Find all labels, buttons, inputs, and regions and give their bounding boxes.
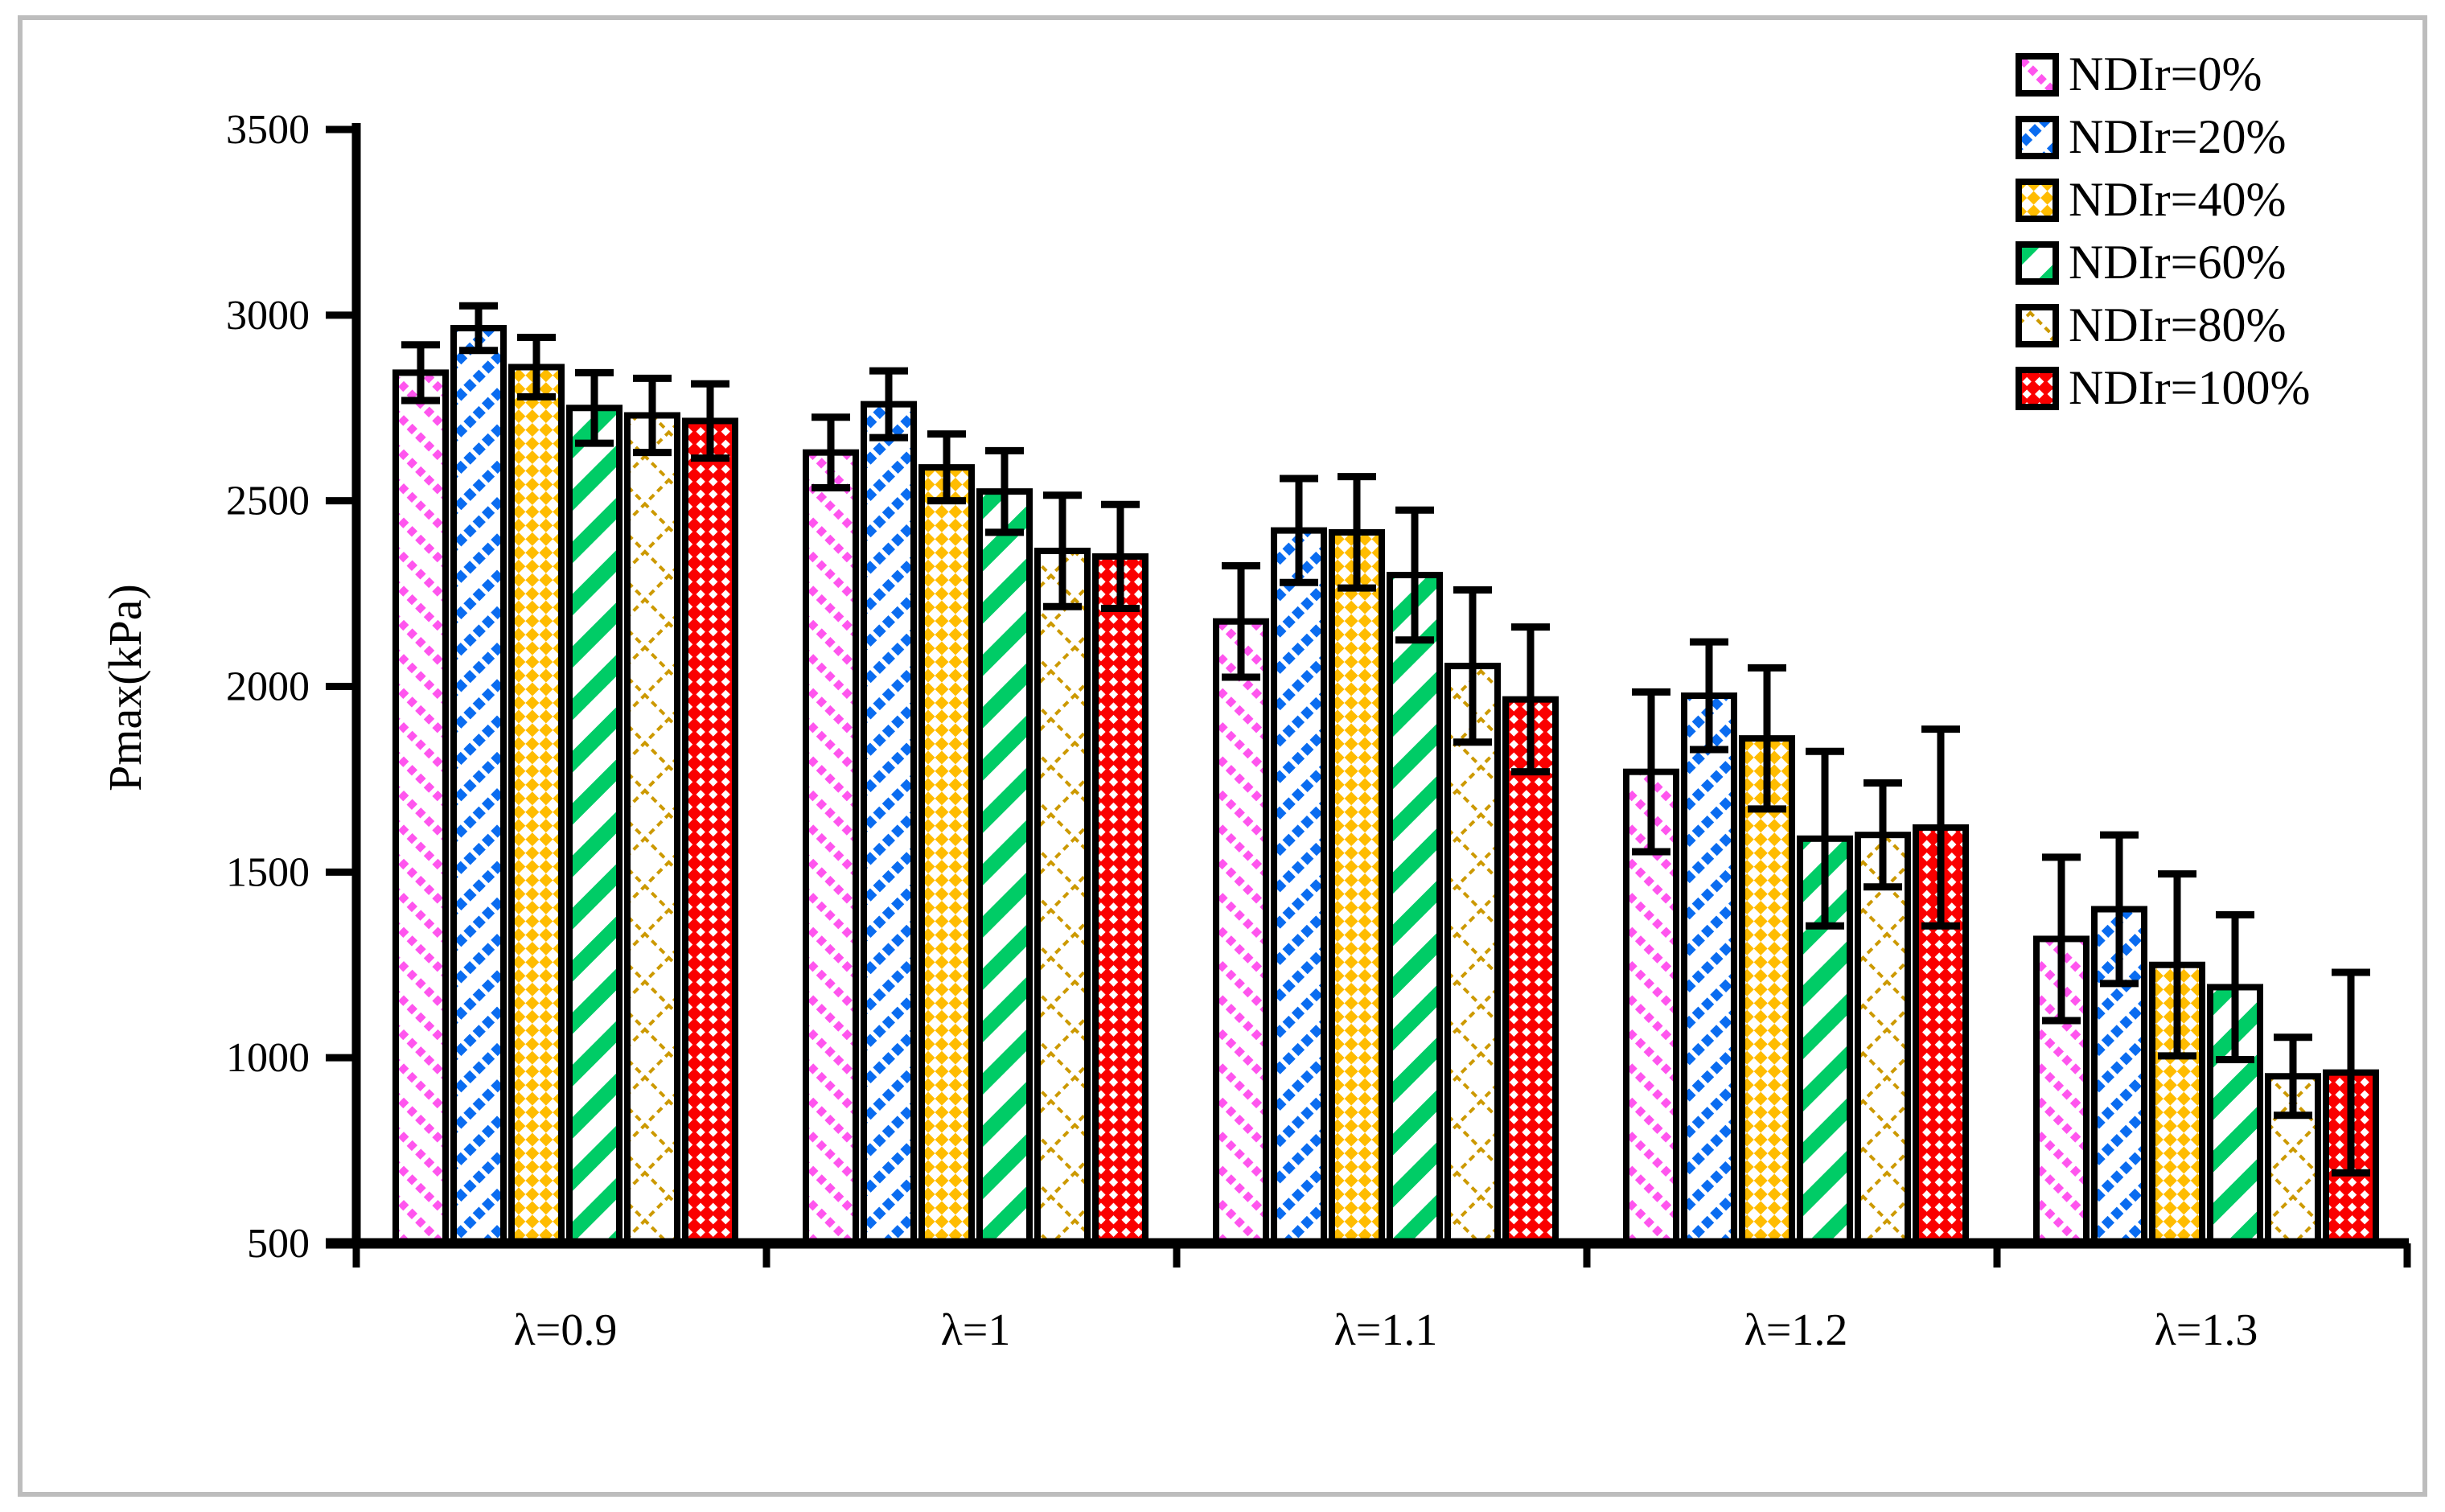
legend-label: NDIr=100% [2069, 361, 2310, 414]
legend-item-NDIr=0%: NDIr=0% [2016, 47, 2262, 101]
error-bar-NDIr=20%-λ=1 [869, 367, 908, 442]
error-bar-NDIr=80%-λ=1.3 [2274, 1033, 2312, 1120]
error-bar-NDIr=80%-λ=1.2 [1864, 779, 1902, 891]
legend-swatch-icon [2016, 304, 2059, 347]
x-category-label: λ=1.2 [1744, 1305, 1848, 1355]
y-tick-label: 1500 [226, 849, 310, 895]
legend-label: NDIr=20% [2069, 110, 2286, 163]
bar-NDIr=80%-λ=0.9 [624, 412, 680, 1247]
error-bar-NDIr=20%-λ=1.3 [2100, 831, 2139, 988]
legend-item-NDIr=60%: NDIr=60% [2016, 236, 2286, 289]
y-tick-label: 2500 [226, 479, 310, 524]
error-bar-NDIr=60%-λ=0.9 [575, 368, 614, 447]
legend-label: NDIr=0% [2069, 47, 2262, 101]
x-category-label: λ=1.3 [2155, 1305, 2258, 1355]
bar-NDIr=60%-λ=1.1 [1387, 572, 1443, 1247]
bar-NDIr=20%-λ=1 [861, 401, 917, 1247]
error-bar-NDIr=100%-λ=1.1 [1511, 623, 1550, 776]
error-bar-NDIr=0%-λ=1.1 [1222, 561, 1260, 681]
legend-item-NDIr=100%: NDIr=100% [2016, 361, 2310, 414]
bar-NDIr=40%-λ=1 [918, 464, 975, 1247]
bar-NDIr=100%-λ=0.9 [682, 417, 738, 1247]
bar-NDIr=20%-λ=1.2 [1681, 692, 1737, 1247]
error-bar-NDIr=40%-λ=0.9 [517, 334, 556, 401]
error-bar-NDIr=0%-λ=0.9 [401, 341, 440, 405]
error-bar-NDIr=100%-λ=1 [1101, 500, 1140, 613]
legend: NDIr=0% NDIr=20% NDIr=40% NDIr=60% NDIr=80% N… [2016, 47, 2310, 414]
error-bar-NDIr=40%-λ=1.3 [2158, 870, 2196, 1060]
x-category-label: λ=1.1 [1334, 1305, 1438, 1355]
error-bar-NDIr=60%-λ=1.3 [2216, 910, 2254, 1063]
legend-label: NDIr=40% [2069, 173, 2286, 226]
bar-NDIr=40%-λ=1.2 [1739, 735, 1795, 1247]
error-bar-NDIr=40%-λ=1.1 [1338, 473, 1376, 592]
bar-NDIr=0%-λ=0.9 [392, 369, 449, 1247]
bar-NDIr=100%-λ=1.1 [1502, 696, 1559, 1247]
error-bar-NDIr=80%-λ=0.9 [633, 374, 672, 457]
error-bar-NDIr=60%-λ=1 [985, 446, 1024, 536]
legend-item-NDIr=20%: NDIr=20% [2016, 110, 2286, 163]
legend-item-NDIr=80%: NDIr=80% [2016, 298, 2286, 351]
error-bar-NDIr=60%-λ=1.1 [1395, 506, 1434, 644]
legend-swatch-icon [2016, 116, 2059, 159]
y-tick-label: 500 [247, 1221, 310, 1267]
bar-NDIr=60%-λ=0.9 [566, 405, 623, 1247]
y-tick-label: 3000 [226, 293, 310, 339]
error-bar-NDIr=40%-λ=1.2 [1748, 664, 1786, 813]
bar-NDIr=100%-λ=1 [1092, 553, 1149, 1247]
bars-layer [392, 324, 2379, 1247]
bar-NDIr=20%-λ=0.9 [450, 324, 507, 1247]
legend-item-NDIr=40%: NDIr=40% [2016, 173, 2286, 226]
error-bar-NDIr=0%-λ=1 [812, 413, 850, 492]
error-bars-layer [401, 302, 2370, 1177]
bar-NDIr=0%-λ=1.1 [1213, 618, 1269, 1247]
bar-NDIr=0%-λ=1 [803, 449, 859, 1247]
x-category-label: λ=1 [941, 1305, 1011, 1355]
error-bar-NDIr=20%-λ=1.1 [1280, 475, 1318, 586]
axes: 500 1000 1500 2000 2500 3000 3500 λ=0.9 λ=1 λ=1.1… [99, 107, 2411, 1355]
y-tick-label: 2000 [226, 664, 310, 710]
error-bar-NDIr=20%-λ=0.9 [459, 302, 498, 355]
error-bar-NDIr=100%-λ=0.9 [691, 380, 729, 462]
error-bar-NDIr=100%-λ=1.2 [1921, 725, 1960, 930]
bar-NDIr=40%-λ=1.1 [1329, 528, 1385, 1247]
y-tick-label: 1000 [226, 1035, 310, 1081]
figure-border [18, 15, 2427, 1497]
error-bar-NDIr=40%-λ=1 [927, 430, 966, 505]
legend-label: NDIr=80% [2069, 298, 2286, 351]
error-bar-NDIr=20%-λ=1.2 [1690, 638, 1728, 754]
bar-NDIr=40%-λ=0.9 [508, 364, 565, 1247]
legend-swatch-icon [2016, 241, 2059, 285]
y-tick-label: 3500 [226, 107, 310, 153]
bar-NDIr=80%-λ=1.2 [1855, 832, 1911, 1247]
bar-NDIr=80%-λ=1 [1034, 547, 1091, 1247]
error-bar-NDIr=100%-λ=1.3 [2332, 968, 2370, 1177]
bar-NDIr=20%-λ=1.1 [1271, 527, 1327, 1247]
error-bar-NDIr=80%-λ=1 [1043, 491, 1082, 610]
bar-NDIr=60%-λ=1 [976, 488, 1033, 1247]
legend-swatch-icon [2016, 53, 2059, 97]
bar-NDIr=80%-λ=1.1 [1444, 663, 1501, 1247]
legend-swatch-icon [2016, 367, 2059, 410]
legend-swatch-icon [2016, 179, 2059, 222]
error-bar-NDIr=60%-λ=1.2 [1806, 747, 1844, 930]
error-bar-NDIr=0%-λ=1.2 [1632, 688, 1670, 856]
error-bar-NDIr=80%-λ=1.1 [1453, 585, 1492, 746]
legend-label: NDIr=60% [2069, 236, 2286, 289]
x-category-label: λ=0.9 [514, 1305, 618, 1355]
y-axis-title: Pmax(kPa) [99, 584, 151, 791]
error-bar-NDIr=0%-λ=1.3 [2042, 853, 2081, 1025]
